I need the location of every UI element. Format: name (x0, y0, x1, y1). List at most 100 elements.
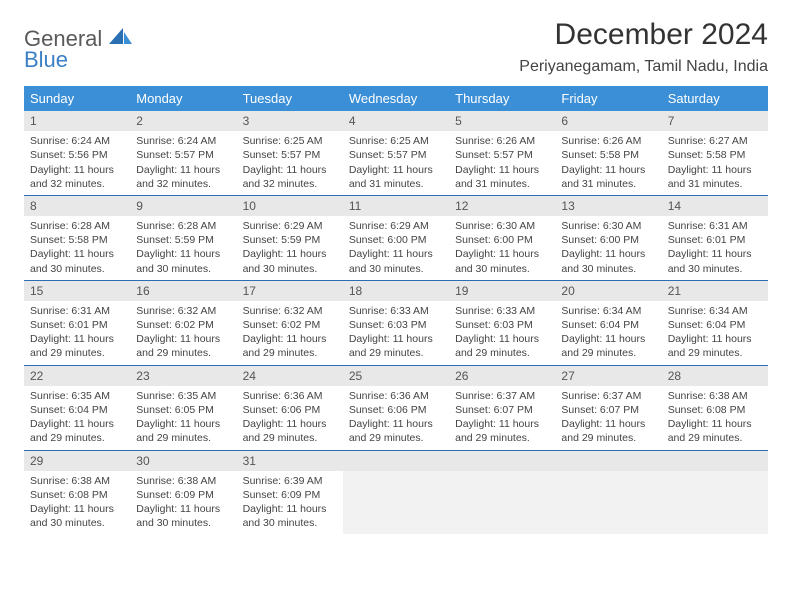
daylight-text: Daylight: 11 hours and 29 minutes. (349, 417, 443, 445)
day-number: 17 (237, 281, 343, 301)
day-number: 11 (343, 196, 449, 216)
sunrise-text: Sunrise: 6:28 AM (136, 219, 230, 233)
daylight-text: Daylight: 11 hours and 29 minutes. (243, 417, 337, 445)
sail-icon (107, 26, 133, 46)
daylight-text: Daylight: 11 hours and 30 minutes. (455, 247, 549, 275)
calendar-cell: 8Sunrise: 6:28 AMSunset: 5:58 PMDaylight… (24, 195, 130, 280)
day-details: Sunrise: 6:39 AMSunset: 6:09 PMDaylight:… (237, 471, 343, 535)
day-number: 24 (237, 366, 343, 386)
weekday-header: Saturday (662, 86, 768, 111)
calendar-cell: 29Sunrise: 6:38 AMSunset: 6:08 PMDayligh… (24, 450, 130, 534)
day-details: Sunrise: 6:33 AMSunset: 6:03 PMDaylight:… (343, 301, 449, 365)
day-number: 10 (237, 196, 343, 216)
day-details: Sunrise: 6:33 AMSunset: 6:03 PMDaylight:… (449, 301, 555, 365)
sunset-text: Sunset: 6:04 PM (668, 318, 762, 332)
daylight-text: Daylight: 11 hours and 29 minutes. (455, 332, 549, 360)
day-details: Sunrise: 6:32 AMSunset: 6:02 PMDaylight:… (130, 301, 236, 365)
sunset-text: Sunset: 6:07 PM (455, 403, 549, 417)
calendar-cell: 12Sunrise: 6:30 AMSunset: 6:00 PMDayligh… (449, 195, 555, 280)
sunset-text: Sunset: 6:07 PM (561, 403, 655, 417)
sunset-text: Sunset: 6:00 PM (349, 233, 443, 247)
day-number-empty (662, 451, 768, 471)
calendar-cell: 30Sunrise: 6:38 AMSunset: 6:09 PMDayligh… (130, 450, 236, 534)
calendar-cell: 21Sunrise: 6:34 AMSunset: 6:04 PMDayligh… (662, 280, 768, 365)
daylight-text: Daylight: 11 hours and 30 minutes. (561, 247, 655, 275)
day-details: Sunrise: 6:24 AMSunset: 5:57 PMDaylight:… (130, 131, 236, 195)
day-details: Sunrise: 6:29 AMSunset: 6:00 PMDaylight:… (343, 216, 449, 280)
sunrise-text: Sunrise: 6:26 AM (561, 134, 655, 148)
day-number: 16 (130, 281, 236, 301)
calendar-cell: 18Sunrise: 6:33 AMSunset: 6:03 PMDayligh… (343, 280, 449, 365)
sunrise-text: Sunrise: 6:29 AM (243, 219, 337, 233)
daylight-text: Daylight: 11 hours and 30 minutes. (136, 502, 230, 530)
day-number-empty (449, 451, 555, 471)
daylight-text: Daylight: 11 hours and 29 minutes. (243, 332, 337, 360)
sunset-text: Sunset: 5:57 PM (243, 148, 337, 162)
day-details: Sunrise: 6:25 AMSunset: 5:57 PMDaylight:… (343, 131, 449, 195)
calendar-cell: 11Sunrise: 6:29 AMSunset: 6:00 PMDayligh… (343, 195, 449, 280)
day-number: 2 (130, 111, 236, 131)
sunrise-text: Sunrise: 6:31 AM (30, 304, 124, 318)
calendar-cell: 2Sunrise: 6:24 AMSunset: 5:57 PMDaylight… (130, 111, 236, 195)
calendar-cell: 9Sunrise: 6:28 AMSunset: 5:59 PMDaylight… (130, 195, 236, 280)
daylight-text: Daylight: 11 hours and 32 minutes. (243, 163, 337, 191)
sunrise-text: Sunrise: 6:28 AM (30, 219, 124, 233)
location-text: Periyanegamam, Tamil Nadu, India (519, 58, 768, 76)
daylight-text: Daylight: 11 hours and 29 minutes. (136, 417, 230, 445)
calendar-cell: 25Sunrise: 6:36 AMSunset: 6:06 PMDayligh… (343, 365, 449, 450)
day-number: 18 (343, 281, 449, 301)
sunrise-text: Sunrise: 6:38 AM (668, 389, 762, 403)
daylight-text: Daylight: 11 hours and 32 minutes. (136, 163, 230, 191)
calendar-cell: 20Sunrise: 6:34 AMSunset: 6:04 PMDayligh… (555, 280, 661, 365)
calendar-table: Sunday Monday Tuesday Wednesday Thursday… (24, 86, 768, 534)
day-number-empty (555, 451, 661, 471)
day-details: Sunrise: 6:26 AMSunset: 5:58 PMDaylight:… (555, 131, 661, 195)
day-number: 6 (555, 111, 661, 131)
sunrise-text: Sunrise: 6:34 AM (668, 304, 762, 318)
sunrise-text: Sunrise: 6:24 AM (136, 134, 230, 148)
day-number-empty (343, 451, 449, 471)
day-number: 26 (449, 366, 555, 386)
calendar-cell: 5Sunrise: 6:26 AMSunset: 5:57 PMDaylight… (449, 111, 555, 195)
header: General Blue December 2024 Periyanegamam… (24, 18, 768, 76)
sunrise-text: Sunrise: 6:25 AM (243, 134, 337, 148)
calendar-cell: 26Sunrise: 6:37 AMSunset: 6:07 PMDayligh… (449, 365, 555, 450)
calendar-cell (662, 450, 768, 534)
day-details: Sunrise: 6:34 AMSunset: 6:04 PMDaylight:… (662, 301, 768, 365)
day-details: Sunrise: 6:37 AMSunset: 6:07 PMDaylight:… (449, 386, 555, 450)
sunrise-text: Sunrise: 6:32 AM (243, 304, 337, 318)
sunrise-text: Sunrise: 6:37 AM (561, 389, 655, 403)
sunrise-text: Sunrise: 6:35 AM (136, 389, 230, 403)
sunrise-text: Sunrise: 6:36 AM (349, 389, 443, 403)
day-details: Sunrise: 6:28 AMSunset: 5:58 PMDaylight:… (24, 216, 130, 280)
daylight-text: Daylight: 11 hours and 30 minutes. (243, 502, 337, 530)
logo: General Blue (24, 26, 133, 71)
sunset-text: Sunset: 5:59 PM (136, 233, 230, 247)
day-number: 1 (24, 111, 130, 131)
sunset-text: Sunset: 6:00 PM (561, 233, 655, 247)
sunrise-text: Sunrise: 6:35 AM (30, 389, 124, 403)
calendar-cell: 1Sunrise: 6:24 AMSunset: 5:56 PMDaylight… (24, 111, 130, 195)
day-details: Sunrise: 6:35 AMSunset: 6:04 PMDaylight:… (24, 386, 130, 450)
day-number: 19 (449, 281, 555, 301)
day-number: 15 (24, 281, 130, 301)
weekday-header: Sunday (24, 86, 130, 111)
sunset-text: Sunset: 6:06 PM (349, 403, 443, 417)
calendar-cell: 3Sunrise: 6:25 AMSunset: 5:57 PMDaylight… (237, 111, 343, 195)
sunrise-text: Sunrise: 6:33 AM (455, 304, 549, 318)
sunset-text: Sunset: 6:09 PM (243, 488, 337, 502)
daylight-text: Daylight: 11 hours and 30 minutes. (136, 247, 230, 275)
day-details: Sunrise: 6:36 AMSunset: 6:06 PMDaylight:… (343, 386, 449, 450)
sunset-text: Sunset: 5:58 PM (668, 148, 762, 162)
day-number: 30 (130, 451, 236, 471)
sunrise-text: Sunrise: 6:38 AM (136, 474, 230, 488)
daylight-text: Daylight: 11 hours and 29 minutes. (561, 332, 655, 360)
calendar-cell: 22Sunrise: 6:35 AMSunset: 6:04 PMDayligh… (24, 365, 130, 450)
day-number: 7 (662, 111, 768, 131)
day-number: 29 (24, 451, 130, 471)
day-details: Sunrise: 6:28 AMSunset: 5:59 PMDaylight:… (130, 216, 236, 280)
weekday-header: Wednesday (343, 86, 449, 111)
sunset-text: Sunset: 6:04 PM (561, 318, 655, 332)
day-details: Sunrise: 6:27 AMSunset: 5:58 PMDaylight:… (662, 131, 768, 195)
daylight-text: Daylight: 11 hours and 30 minutes. (668, 247, 762, 275)
